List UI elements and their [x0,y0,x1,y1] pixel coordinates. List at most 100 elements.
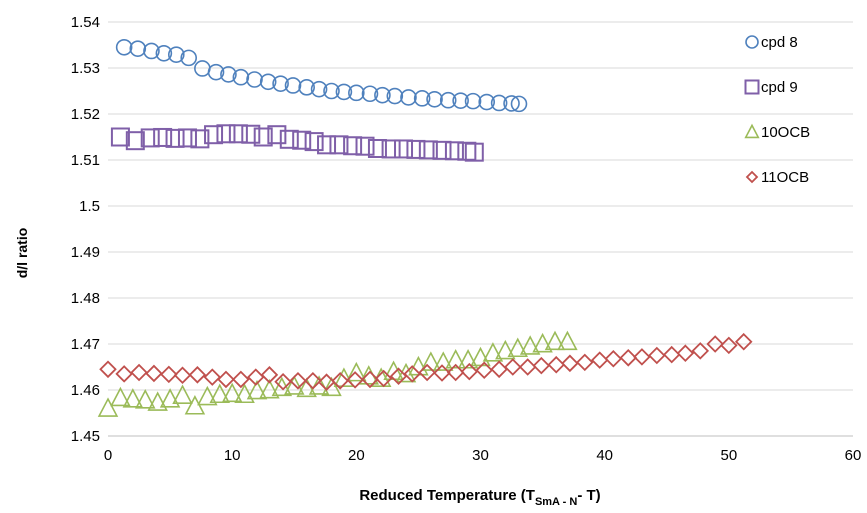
data-point [129,40,147,57]
data-point [433,351,454,371]
x-tick-label: 10 [224,447,241,464]
data-point [518,358,537,376]
data-point [557,330,578,351]
data-point [343,136,363,156]
data-point [413,90,431,107]
series-11ocb [99,332,753,391]
data-point [457,349,479,369]
y-tick-label: 1.54 [71,14,100,31]
data-point [389,367,408,385]
data-point [216,124,236,144]
data-point [220,66,237,83]
y-tick-labels: 1.45 1.46 1.47 1.48 1.49 1.5 1.51 1.52 1.53 1.54 [71,14,100,445]
data-point [331,372,349,390]
data-point [232,68,250,86]
data-point [135,389,156,409]
data-point [317,135,337,155]
data-point [267,125,287,145]
data-point [317,373,336,391]
data-point [253,127,273,147]
x-axis-label-main: Reduced Temperature (T [359,487,535,504]
x-axis-label-subscript: SmA - N [535,496,577,508]
data-point [259,73,277,91]
data-point [125,131,145,151]
data-point [310,80,328,98]
data-point [190,129,210,149]
data-point [335,83,353,101]
data-point [503,95,520,112]
y-axis-label: d/l ratio [14,228,30,279]
data-point [426,90,443,108]
data-point [323,82,340,100]
data-point [361,85,379,103]
data-point [165,128,185,148]
y-tick-label: 1.47 [71,336,100,353]
data-point [153,127,173,147]
data-point [418,363,436,382]
data-point [374,86,391,104]
data-point [99,360,117,379]
y-tick-label: 1.52 [71,106,100,123]
legend-marker [744,79,760,95]
data-point [381,139,401,159]
x-tick-label: 40 [596,447,613,464]
data-point [504,358,522,376]
data-point [346,361,367,382]
data-point [346,371,364,389]
legend-item: cpd 8 [745,34,798,51]
x-tick-label: 50 [720,447,737,464]
data-point [284,77,302,94]
data-point [130,363,148,382]
data-point [445,349,466,369]
data-point [145,364,163,383]
legend-item: 11OCB [745,169,809,186]
data-point [457,141,477,161]
data-point [115,365,133,383]
data-point [289,372,307,390]
data-point [464,92,482,110]
data-point [676,344,695,362]
data-point [400,89,417,106]
data-point [439,91,457,109]
data-point [478,93,496,111]
legend-item: cpd 9 [744,79,798,96]
data-point [544,330,566,351]
x-tick-label: 0 [104,447,112,464]
legend-label: 10OCB [761,124,810,141]
data-point [720,336,738,355]
data-point [510,95,528,113]
data-point [204,125,224,145]
data-point [292,130,312,150]
x-axis-label-tail: - T) [577,487,600,504]
data-point [519,335,541,355]
data-point [241,124,261,144]
data-point [619,349,638,367]
data-point [172,384,193,404]
series-markers [97,38,753,417]
data-point [490,94,508,112]
legend-label: cpd 9 [761,79,798,96]
data-point [259,378,280,399]
y-tick-label: 1.53 [71,60,100,77]
x-tick-label: 60 [845,447,862,464]
data-point [234,383,255,404]
legend-item: 10OCB [744,123,810,141]
data-point [482,342,504,362]
data-point [507,337,528,358]
data-point [329,135,349,155]
x-tick-label: 30 [472,447,489,464]
data-point [180,49,198,67]
data-point [246,71,263,88]
x-tick-label: 20 [348,447,365,464]
data-point [433,364,451,382]
data-point [394,139,414,159]
data-point [464,142,484,162]
data-point [140,128,160,148]
data-point [418,140,438,160]
data-point [706,335,724,353]
data-point [367,139,387,158]
gridlines [108,21,853,391]
data-point [173,366,192,385]
data-point [122,388,144,408]
series-10ocb [97,330,578,417]
